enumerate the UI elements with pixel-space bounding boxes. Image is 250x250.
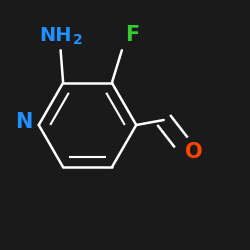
Text: NH: NH [40, 26, 72, 45]
Text: 2: 2 [73, 33, 83, 47]
Text: N: N [15, 112, 32, 132]
Text: O: O [185, 142, 202, 163]
Text: F: F [125, 25, 139, 45]
